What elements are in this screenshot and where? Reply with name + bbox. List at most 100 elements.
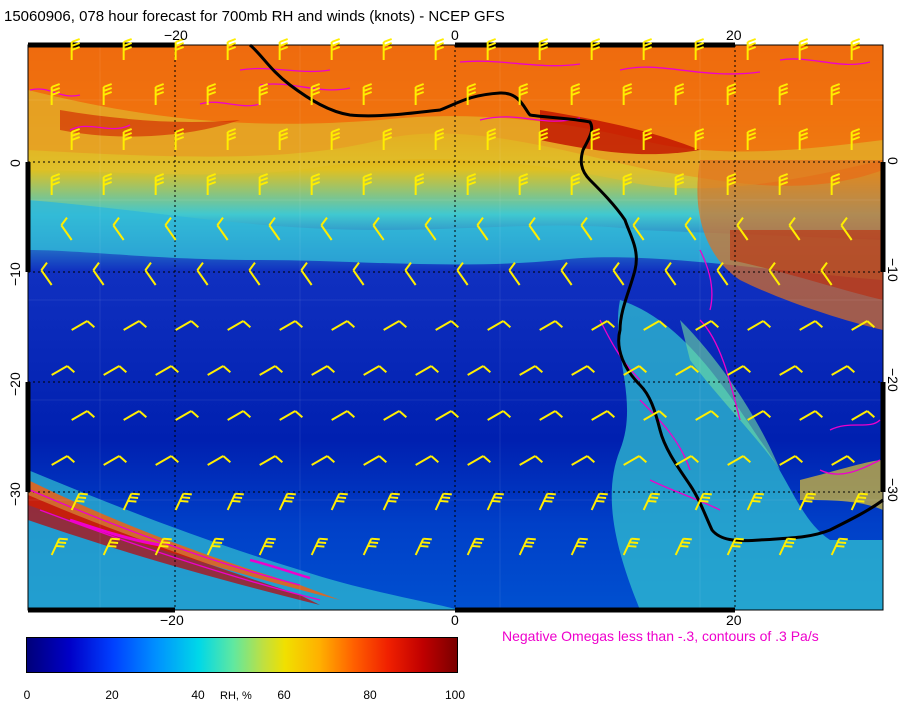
wind-barb — [226, 38, 237, 60]
wind-barb — [518, 83, 529, 105]
wind-barb — [300, 262, 313, 286]
colorbar-tick-20: 20 — [105, 688, 119, 702]
wind-barb — [102, 83, 113, 105]
wind-barb — [622, 83, 633, 105]
wind-barb — [174, 128, 185, 150]
wind-barb — [694, 128, 705, 150]
wind-barb — [174, 492, 192, 511]
wind-barb — [414, 173, 425, 195]
wind-barb — [591, 410, 616, 421]
wind-barb — [591, 320, 616, 331]
wind-barb — [50, 173, 61, 195]
wind-barb — [518, 173, 529, 195]
wind-barb — [642, 128, 653, 150]
wind-barb — [486, 38, 497, 60]
wind-barb — [590, 128, 601, 150]
wind-barb — [736, 217, 749, 241]
wind-barb — [258, 173, 269, 195]
lon-tick-bottom-2: 0 — [451, 612, 459, 628]
wind-barb — [539, 320, 564, 331]
wind-barb — [570, 537, 588, 556]
wind-barb — [102, 537, 120, 556]
wind-barb — [404, 262, 417, 286]
wind-barb — [155, 455, 180, 466]
wind-barb — [612, 262, 625, 286]
wind-barb — [40, 262, 53, 286]
wind-barb — [487, 320, 512, 331]
wind-barb — [768, 262, 781, 286]
wind-barb — [278, 38, 289, 60]
wind-barb — [642, 38, 653, 60]
wind-barb — [466, 537, 484, 556]
wind-barb — [51, 365, 76, 376]
wind-barb — [50, 537, 68, 556]
lon-tick-top-3: 20 — [726, 27, 742, 43]
wind-barb — [778, 537, 796, 556]
wind-barb — [747, 320, 772, 331]
wind-barb — [122, 492, 140, 511]
wind-barb — [778, 83, 789, 105]
wind-barb — [622, 537, 640, 556]
wind-barb — [580, 217, 593, 241]
wind-barb — [570, 173, 581, 195]
wind-barb — [695, 410, 720, 421]
wind-barb — [268, 217, 281, 241]
wind-barb — [71, 410, 96, 421]
wind-barb — [415, 365, 440, 376]
wind-barb — [278, 492, 296, 511]
graticule — [28, 45, 883, 610]
wind-barb — [102, 173, 113, 195]
wind-barb — [571, 365, 596, 376]
wind-barb — [820, 262, 833, 286]
wind-barb — [528, 217, 541, 241]
wind-barb — [518, 537, 536, 556]
wind-barb — [788, 217, 801, 241]
wind-barb — [850, 38, 861, 60]
wind-barb — [424, 217, 437, 241]
wind-barb — [227, 320, 252, 331]
wind-barb — [778, 173, 789, 195]
omega-contours — [29, 58, 881, 601]
wind-barb — [144, 262, 157, 286]
wind-barb — [155, 365, 180, 376]
wind-barb — [851, 320, 876, 331]
wind-barb — [590, 492, 608, 511]
wind-barb — [279, 410, 304, 421]
wind-barb — [330, 128, 341, 150]
wind-barb — [798, 492, 816, 511]
wind-barb — [840, 217, 853, 241]
wind-barb — [538, 492, 556, 511]
wind-barb — [175, 410, 200, 421]
lon-tick-bottom-3: 20 — [726, 612, 742, 628]
wind-barb — [363, 455, 388, 466]
lat-tick-left-4: −30 — [7, 482, 23, 506]
wind-barb — [664, 262, 677, 286]
wind-barb — [259, 365, 284, 376]
wind-barb — [643, 410, 668, 421]
wind-barb — [435, 410, 460, 421]
wind-barb — [206, 537, 224, 556]
wind-barb — [642, 492, 660, 511]
wind-barb — [560, 262, 573, 286]
lat-tick-right-3: −20 — [885, 368, 901, 392]
wind-barb — [727, 365, 752, 376]
wind-barb — [216, 217, 229, 241]
wind-barb — [850, 128, 861, 150]
wind-barb — [330, 38, 341, 60]
wind-barb — [476, 217, 489, 241]
wind-barb — [164, 217, 177, 241]
wind-barb — [310, 537, 328, 556]
wind-barb — [258, 83, 269, 105]
wind-barb — [51, 455, 76, 466]
wind-barb — [623, 455, 648, 466]
wind-barb — [434, 128, 445, 150]
wind-barb — [746, 128, 757, 150]
wind-barb — [538, 38, 549, 60]
wind-barb — [279, 320, 304, 331]
lat-tick-left-2: −10 — [7, 262, 23, 286]
wind-barb — [799, 320, 824, 331]
wind-barb — [382, 128, 393, 150]
wind-barb — [538, 128, 549, 150]
wind-barb — [311, 365, 336, 376]
